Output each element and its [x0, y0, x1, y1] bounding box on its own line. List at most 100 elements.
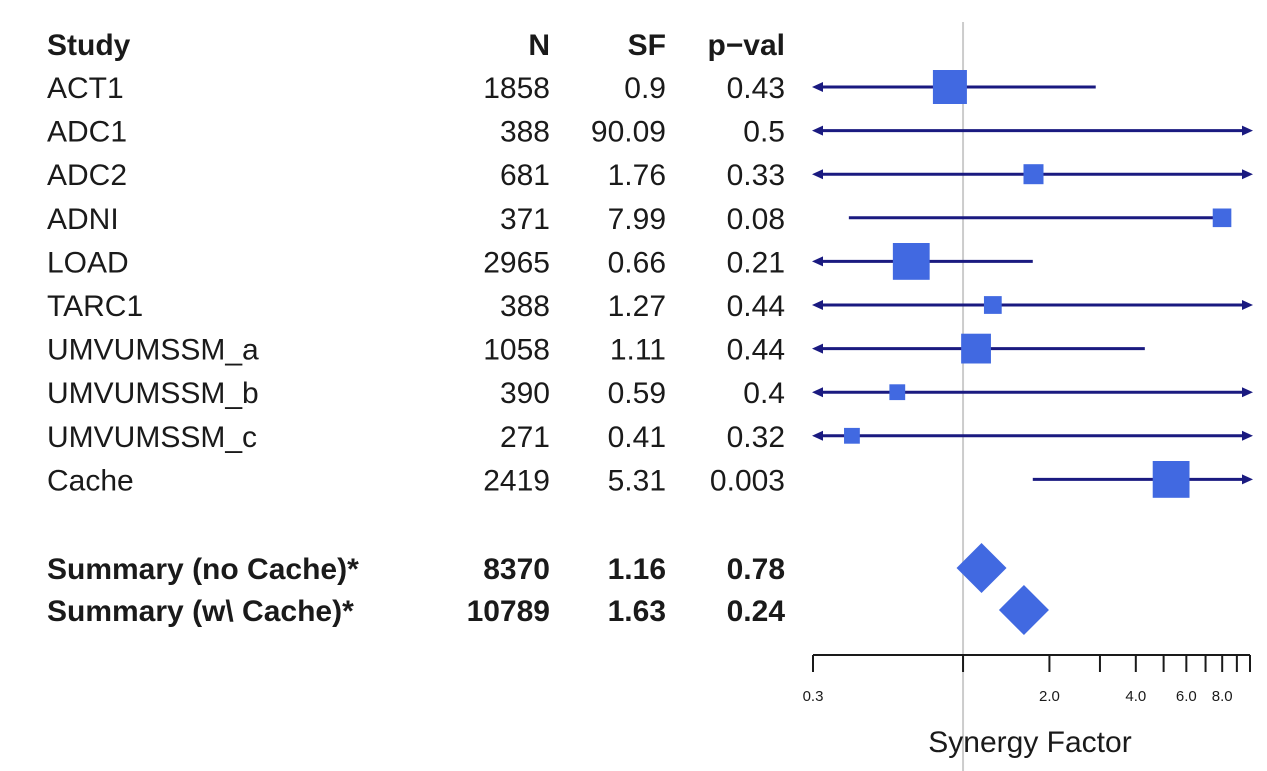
study-name: Cache: [47, 464, 134, 497]
x-tick-label: 0.3: [803, 688, 824, 705]
summary-diamond: [956, 543, 1007, 593]
study-name: TARC1: [47, 290, 143, 323]
study-sf: 0.59: [608, 377, 666, 410]
summary-pval: 0.78: [727, 553, 785, 586]
summary-diamond: [998, 585, 1049, 635]
x-axis-title: Synergy Factor: [928, 726, 1131, 759]
summary-row: Summary (w\ Cache)* 10789 1.63 0.24: [47, 585, 1049, 635]
study-n: 2965: [483, 246, 550, 279]
study-sf: 90.09: [591, 116, 666, 149]
ci-arrow-low: [812, 300, 823, 310]
study-pval: 0.32: [727, 421, 785, 454]
summary-sf: 1.16: [608, 553, 666, 586]
summary-n: 10789: [467, 595, 550, 628]
study-row: ACT1 1858 0.9 0.43: [47, 70, 1096, 105]
header-sf: SF: [628, 29, 666, 62]
study-n: 1858: [483, 72, 550, 105]
summary-name: Summary (no Cache)*: [47, 553, 359, 586]
study-row: UMVUMSSM_c 271 0.41 0.32: [47, 421, 1253, 454]
x-tick-label: 4.0: [1125, 688, 1146, 705]
study-pval: 0.21: [727, 246, 785, 279]
ci-arrow-high: [1242, 474, 1253, 485]
study-pval: 0.43: [727, 72, 785, 105]
study-name: UMVUMSSM_b: [47, 377, 259, 410]
study-sf: 0.66: [608, 246, 666, 279]
point-estimate-marker: [1023, 164, 1044, 185]
point-estimate-marker: [961, 333, 991, 364]
study-pval: 0.08: [727, 203, 785, 236]
ci-arrow-high: [1242, 387, 1253, 398]
study-name: ADNI: [47, 203, 119, 236]
summary-name: Summary (w\ Cache)*: [47, 595, 354, 628]
study-n: 681: [500, 159, 550, 192]
point-estimate-marker: [892, 243, 930, 280]
study-row: ADNI 371 7.99 0.08: [47, 203, 1232, 236]
ci-arrow-low: [812, 387, 823, 398]
study-sf: 7.99: [608, 203, 666, 236]
study-sf: 1.76: [608, 159, 666, 192]
x-axis: 0.3 2.0 4.0 6.0 8.0: [803, 654, 1251, 705]
study-row: LOAD 2965 0.66 0.21: [47, 243, 1033, 280]
ci-arrow-high: [1242, 430, 1253, 441]
study-n: 271: [500, 421, 550, 454]
x-tick-label: 6.0: [1176, 688, 1197, 705]
summary-n: 8370: [483, 553, 550, 586]
summary-row: Summary (no Cache)* 8370 1.16 0.78: [47, 543, 1007, 593]
ci-arrow-high: [1242, 125, 1253, 136]
point-estimate-marker: [844, 427, 860, 444]
study-pval: 0.44: [727, 290, 785, 323]
study-pval: 0.44: [727, 334, 785, 367]
study-row: ADC1 388 90.09 0.5: [47, 116, 1253, 149]
study-n: 390: [500, 377, 550, 410]
ci-arrow-low: [812, 169, 823, 180]
study-sf: 1.27: [608, 290, 666, 323]
point-estimate-marker: [1152, 461, 1190, 498]
study-name: ADC1: [47, 116, 127, 149]
x-tick-label: 8.0: [1212, 688, 1233, 705]
study-pval: 0.4: [743, 377, 785, 410]
study-row: Cache 2419 5.31 0.003: [47, 461, 1253, 498]
header-n: N: [528, 29, 550, 62]
study-row: UMVUMSSM_a 1058 1.11 0.44: [47, 334, 1145, 367]
study-name: LOAD: [47, 246, 129, 279]
study-pval: 0.003: [710, 464, 785, 497]
study-name: ACT1: [47, 72, 124, 105]
summary-pval: 0.24: [727, 595, 786, 628]
study-row: UMVUMSSM_b 390 0.59 0.4: [47, 377, 1253, 410]
study-pval: 0.33: [727, 159, 785, 192]
study-n: 1058: [483, 334, 550, 367]
study-sf: 1.11: [610, 334, 666, 367]
point-estimate-marker: [932, 70, 967, 104]
study-row: ADC2 681 1.76 0.33: [47, 159, 1253, 192]
ci-arrow-high: [1242, 169, 1253, 180]
study-n: 388: [500, 116, 550, 149]
ci-arrow-low: [812, 82, 823, 92]
ci-arrow-low: [812, 430, 823, 441]
study-sf: 0.41: [608, 421, 666, 454]
point-estimate-marker: [983, 296, 1002, 314]
study-name: ADC2: [47, 159, 127, 192]
ci-arrow-low: [812, 125, 823, 136]
header-pval: p−val: [707, 29, 785, 62]
x-tick-label: 2.0: [1039, 688, 1060, 705]
ci-arrow-low: [812, 256, 823, 267]
point-estimate-marker: [889, 384, 906, 401]
study-pval: 0.5: [743, 116, 785, 149]
ci-arrow-high: [1242, 300, 1253, 310]
point-estimate-marker: [1212, 208, 1232, 228]
header-study: Study: [47, 29, 131, 62]
study-name: UMVUMSSM_c: [47, 421, 257, 454]
summary-sf: 1.63: [608, 595, 666, 628]
study-rows: ACT1 1858 0.9 0.43 ADC1 388 90.09 0.5 ADC2 681 1.7…: [47, 70, 1253, 498]
header-row: Study N SF p−val: [47, 29, 785, 62]
study-n: 2419: [483, 464, 550, 497]
study-sf: 5.31: [608, 464, 666, 497]
study-n: 371: [500, 203, 550, 236]
study-n: 388: [500, 290, 550, 323]
study-name: UMVUMSSM_a: [47, 334, 259, 367]
study-row: TARC1 388 1.27 0.44: [47, 290, 1253, 323]
study-sf: 0.9: [624, 72, 666, 105]
ci-arrow-low: [812, 343, 823, 354]
